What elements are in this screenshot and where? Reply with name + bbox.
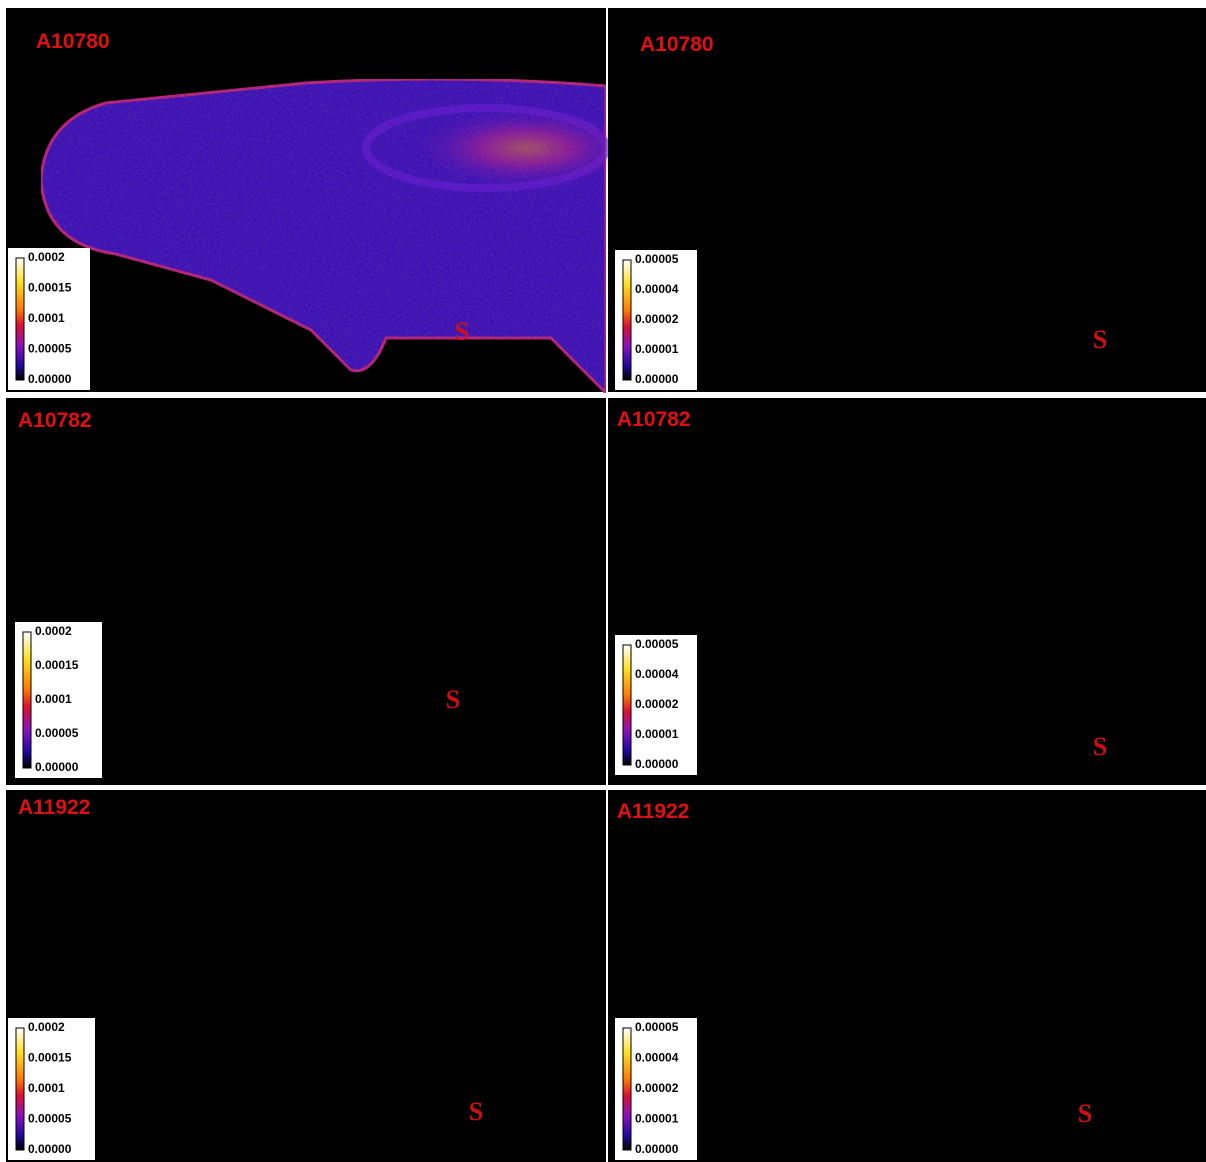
panel-label: A10780: [36, 30, 110, 53]
colorbar-tick-label: 0.00004: [635, 667, 679, 681]
colorbar-tick-label: 0.00000: [635, 757, 679, 771]
colorbar-tick-label: 0.0001: [28, 311, 65, 325]
colorbar-tick-label: 0.00015: [35, 658, 79, 672]
panel-background: [608, 398, 1206, 785]
colorbar-tick-label: 0.00005: [635, 252, 679, 266]
panel-background: [608, 790, 1206, 1162]
colorbar-tick-label: 0.00000: [28, 1142, 72, 1156]
colorbar-tick-label: 0.00000: [635, 372, 679, 386]
colorbar: [16, 1028, 24, 1150]
colorbar-tick-label: 0.00005: [28, 1112, 72, 1126]
colorbar-tick-label: 0.00002: [635, 312, 679, 326]
image-panel: A11922 S 0.0002 0.00015 0.0001 0.00005 0.00000: [6, 790, 636, 1162]
colorbar-tick-label: 0.00001: [635, 342, 679, 356]
colorbar-tick-label: 0.00005: [28, 342, 72, 356]
image-panel: A11922 S 0.00005 0.00004 0.00002 0.00001 0.000…: [608, 790, 1206, 1162]
colorbar-tick-label: 0.00004: [635, 282, 679, 296]
region-marker: S: [469, 1097, 483, 1126]
colorbar: [16, 258, 24, 380]
colorbar-tick-label: 0.00002: [635, 1081, 679, 1095]
colorbar: [623, 645, 631, 765]
figure: A10780 S 0.0002 0.00015 0.0001 0.00005 0.00000…: [0, 0, 1206, 1162]
colorbar-tick-label: 0.00002: [635, 697, 679, 711]
panel-background: [608, 8, 1206, 392]
colorbar: [623, 260, 631, 380]
region-marker: S: [1093, 732, 1107, 761]
hotspot: [416, 108, 636, 188]
image-panel: A10782 S 0.0002 0.00015 0.0001 0.00005 0.00000: [6, 398, 636, 785]
image-panel: A10780 S 0.0002 0.00015 0.0001 0.00005 0.00000: [6, 8, 636, 393]
colorbar-tick-label: 0.00000: [28, 372, 72, 386]
panel-label: A10780: [640, 33, 714, 56]
colorbar-tick-label: 0.00005: [635, 637, 679, 651]
colorbar: [623, 1028, 631, 1150]
colorbar-tick-label: 0.00015: [28, 1051, 72, 1065]
region-marker: S: [1078, 1099, 1092, 1128]
panel-label: A11922: [18, 796, 90, 819]
colorbar-tick-label: 0.00001: [635, 727, 679, 741]
image-panel: A10782 S 0.00005 0.00004 0.00002 0.00001 0.000…: [608, 398, 1206, 785]
colorbar-tick-label: 0.00001: [635, 1112, 679, 1126]
colorbar: [23, 632, 31, 768]
colorbar-tick-label: 0.00005: [35, 726, 79, 740]
colorbar-tick-label: 0.00015: [28, 281, 72, 295]
colorbar-tick-label: 0.0002: [28, 1020, 65, 1034]
colorbar-tick-label: 0.00004: [635, 1051, 679, 1065]
colorbar-tick-label: 0.00005: [635, 1020, 679, 1034]
region-marker: S: [1093, 325, 1107, 354]
colorbar-tick-label: 0.00000: [35, 760, 79, 774]
colorbar-tick-label: 0.0001: [35, 692, 72, 706]
region-marker: S: [446, 685, 460, 714]
colorbar-tick-label: 0.00000: [635, 1142, 679, 1156]
panel-label: A10782: [18, 409, 92, 432]
colorbar-tick-label: 0.0002: [28, 250, 65, 264]
region-marker: S: [455, 317, 469, 346]
panel-label: A10782: [617, 408, 691, 431]
panel-background: [6, 790, 606, 1162]
image-panel: A10780 S 0.00005 0.00004 0.00002 0.00001 0.000…: [608, 8, 1206, 393]
panel-label: A11922: [617, 800, 689, 823]
colorbar-tick-label: 0.0002: [35, 624, 72, 638]
colorbar-tick-label: 0.0001: [28, 1081, 65, 1095]
